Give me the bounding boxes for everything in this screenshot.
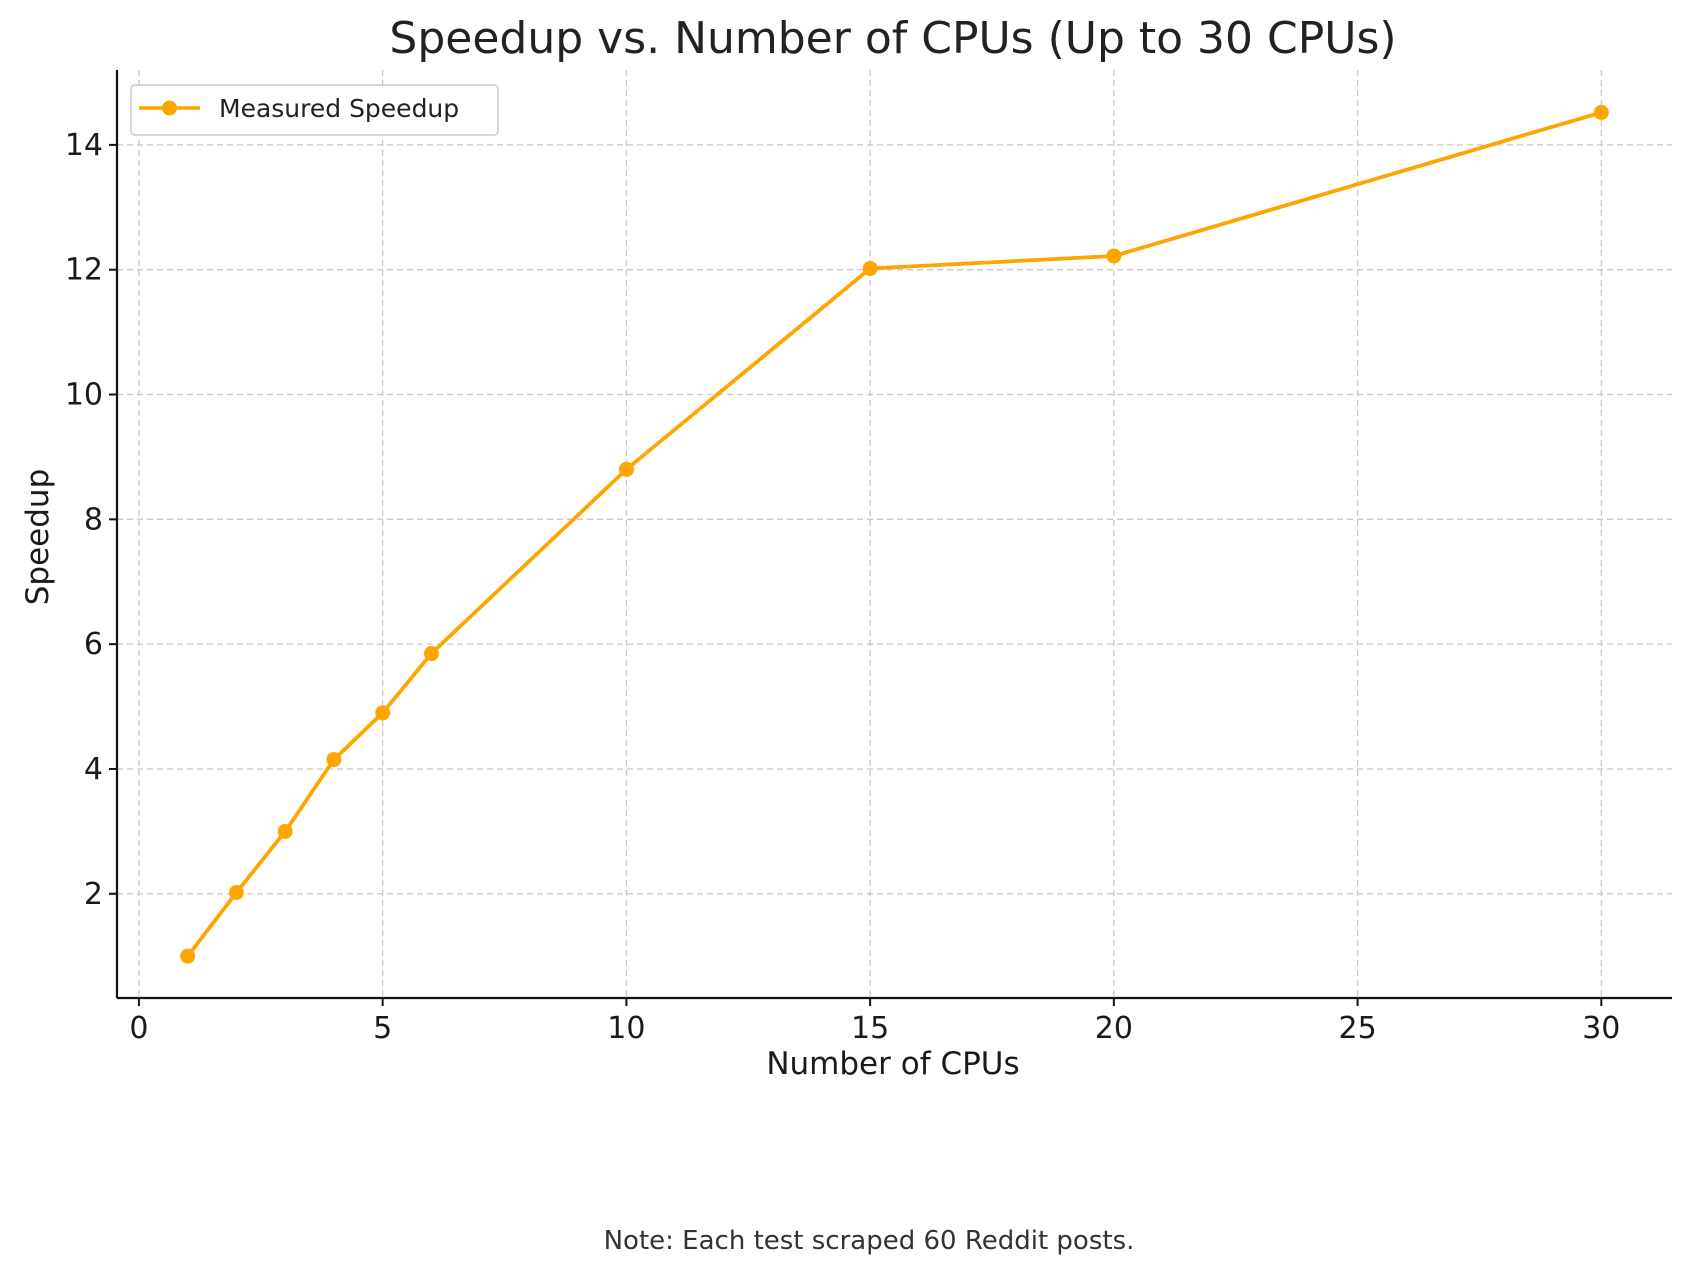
y-tick-label: 14: [65, 128, 103, 163]
chart-title: Speedup vs. Number of CPUs (Up to 30 CPU…: [389, 13, 1396, 64]
data-point: [1593, 104, 1609, 120]
legend-frame: [130, 84, 499, 136]
x-tick-label: 5: [373, 1011, 392, 1046]
data-point: [277, 823, 293, 839]
data-point: [423, 646, 439, 662]
data-point: [862, 260, 878, 276]
y-tick-label: 8: [84, 502, 103, 537]
x-tick-label: 15: [851, 1011, 889, 1046]
grid-lines: [117, 70, 1672, 998]
x-tick-label: 10: [607, 1011, 645, 1046]
y-tick-label: 6: [84, 627, 103, 662]
y-axis-label: Speedup: [20, 469, 56, 606]
y-tick-label: 4: [84, 752, 103, 787]
y-tick-label: 2: [84, 877, 103, 912]
axes: [109, 70, 1672, 1006]
legend-marker-sample: [162, 100, 177, 116]
data-point: [228, 885, 244, 901]
x-tick-label: 25: [1338, 1011, 1376, 1046]
data-point: [326, 752, 342, 768]
legend: Measured Speedup: [130, 84, 499, 136]
x-tick-label: 0: [129, 1011, 148, 1046]
y-tick-label: 10: [65, 378, 103, 413]
data-point: [375, 705, 391, 721]
x-tick-label: 20: [1095, 1011, 1133, 1046]
x-axis-label: Number of CPUs: [766, 1046, 1019, 1082]
x-tick-label: 30: [1582, 1011, 1620, 1046]
footnote: Note: Each test scraped 60 Reddit posts.: [604, 1226, 1135, 1256]
y-tick-label: 12: [65, 253, 103, 288]
series-layer: [180, 104, 1609, 964]
legend-label: Measured Speedup: [219, 94, 459, 123]
data-point: [618, 461, 634, 477]
data-point: [180, 948, 196, 964]
data-point: [1106, 248, 1122, 264]
series-line: [186, 110, 1602, 958]
tick-labels: 0 5 10 15 20 25 30 2 4 6 8 10 12 14: [65, 128, 1621, 1046]
